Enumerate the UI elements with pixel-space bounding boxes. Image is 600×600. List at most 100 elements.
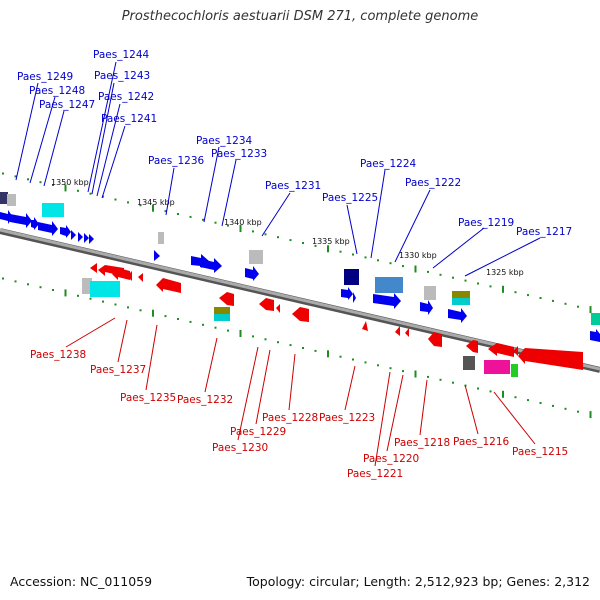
gene-arrow[interactable] (428, 332, 442, 347)
reverse-gene-labels: Paes_1238 Paes_1237 Paes_1235 Paes_1232 … (30, 349, 568, 480)
gene-label[interactable]: Paes_1222 (405, 177, 461, 189)
gene-label[interactable]: Paes_1241 (101, 113, 157, 125)
gene-arrow[interactable] (154, 250, 160, 261)
tick-mark (589, 411, 592, 419)
gene-block[interactable] (452, 291, 470, 298)
gene-label[interactable]: Paes_1220 (363, 453, 419, 465)
leader-line (29, 96, 56, 184)
gene-block[interactable] (7, 194, 16, 206)
tick-mark (577, 410, 579, 413)
tick-mark (514, 291, 517, 294)
gene-arrow[interactable] (138, 273, 143, 282)
tick-mark (214, 221, 217, 224)
gene-label[interactable]: Paes_1216 (453, 436, 510, 448)
gene-arrow[interactable] (466, 340, 478, 353)
gene-label[interactable]: Paes_1247 (39, 99, 95, 111)
gene-arrow[interactable] (156, 278, 181, 293)
gene-block[interactable] (463, 356, 475, 370)
gene-block[interactable] (591, 313, 600, 325)
gene-label[interactable]: Paes_1224 (360, 158, 417, 170)
gene-arrow[interactable] (0, 210, 13, 224)
gene-arrow[interactable] (405, 328, 409, 337)
gene-block[interactable] (158, 232, 164, 244)
gene-block[interactable] (484, 360, 510, 374)
gene-label[interactable]: Paes_1242 (98, 91, 154, 103)
gene-block[interactable] (452, 298, 470, 305)
gene-arrow[interactable] (276, 304, 280, 313)
gene-arrow[interactable] (341, 287, 353, 300)
gene-arrow[interactable] (259, 298, 274, 311)
gene-arrow[interactable] (513, 346, 518, 356)
gene-label[interactable]: Paes_1232 (177, 394, 233, 406)
gene-label[interactable]: Paes_1237 (90, 364, 146, 376)
gene-label[interactable]: Paes_1221 (347, 468, 403, 480)
tick-mark (427, 270, 429, 273)
gene-arrow[interactable] (448, 308, 467, 323)
map-title: Prosthecochloris aestuarii DSM 271, comp… (121, 9, 479, 24)
gene-arrow[interactable] (112, 268, 130, 280)
gene-label[interactable]: Paes_1235 (120, 392, 176, 404)
gene-label[interactable]: Paes_1248 (29, 85, 85, 97)
gene-arrow[interactable] (395, 326, 400, 336)
gene-block[interactable] (82, 278, 92, 294)
gene-block[interactable] (249, 250, 263, 264)
gene-arrow[interactable] (362, 321, 368, 331)
gene-label[interactable]: Paes_1230 (212, 442, 268, 454)
gene-arrow[interactable] (219, 292, 234, 306)
gene-arrow[interactable] (10, 213, 32, 228)
gene-arrow[interactable] (420, 300, 433, 315)
gene-arrow[interactable] (245, 266, 259, 281)
gene-label[interactable]: Paes_1228 (262, 412, 318, 424)
gene-arrow[interactable] (84, 233, 89, 243)
gene-arrow[interactable] (89, 234, 94, 244)
gene-block[interactable] (90, 281, 120, 297)
tick-mark (314, 349, 317, 352)
gene-label[interactable]: Paes_1218 (394, 437, 450, 449)
gene-label[interactable]: Paes_1238 (30, 349, 86, 361)
gene-arrow[interactable] (71, 230, 76, 240)
gene-block[interactable] (214, 307, 230, 314)
gene-arrow[interactable] (38, 221, 58, 236)
gene-block[interactable] (511, 364, 518, 377)
gene-block[interactable] (0, 192, 8, 204)
gene-arrow[interactable] (590, 329, 600, 342)
gene-arrow[interactable] (127, 271, 132, 281)
gene-label[interactable]: Paes_1244 (93, 49, 150, 61)
gene-arrow[interactable] (292, 307, 309, 322)
gene-label[interactable]: Paes_1225 (322, 192, 378, 204)
tick-mark (77, 189, 79, 192)
kbp-label: 1345 kbp (137, 198, 175, 207)
gene-label[interactable]: Paes_1249 (17, 71, 73, 83)
leader-line (432, 227, 485, 269)
gene-label[interactable]: Paes_1243 (94, 70, 150, 82)
gene-arrow[interactable] (200, 258, 222, 273)
gene-arrow[interactable] (353, 292, 356, 303)
gene-label[interactable]: Paes_1219 (458, 217, 514, 229)
gene-block[interactable] (375, 277, 403, 293)
tick-mark (64, 184, 67, 192)
gene-arrow[interactable] (373, 293, 401, 309)
gene-block[interactable] (424, 286, 436, 300)
tick-mark (239, 330, 242, 337)
tick-mark (339, 355, 342, 358)
gene-label[interactable]: Paes_1229 (230, 426, 286, 438)
gene-label[interactable]: Paes_1215 (512, 446, 568, 458)
reverse-strand-genes (82, 263, 583, 377)
leader-line (237, 346, 259, 441)
gene-arrow[interactable] (60, 225, 71, 238)
gene-label[interactable]: Paes_1236 (148, 155, 205, 167)
gene-arrow[interactable] (78, 232, 83, 242)
gene-label[interactable]: Paes_1217 (516, 226, 572, 238)
gene-arrow[interactable] (31, 217, 39, 230)
gene-label[interactable]: Paes_1233 (211, 148, 267, 160)
gene-label[interactable]: Paes_1234 (196, 135, 253, 147)
gene-block[interactable] (42, 203, 64, 217)
gene-block[interactable] (214, 314, 230, 321)
gene-arrow[interactable] (518, 348, 583, 370)
gene-label[interactable]: Paes_1223 (319, 412, 375, 424)
gene-arrow[interactable] (90, 263, 97, 273)
gene-label[interactable]: Paes_1231 (265, 180, 321, 192)
kbp-label: 1330 kbp (399, 251, 437, 260)
gene-arrow[interactable] (488, 343, 514, 357)
gene-block[interactable] (344, 269, 359, 285)
